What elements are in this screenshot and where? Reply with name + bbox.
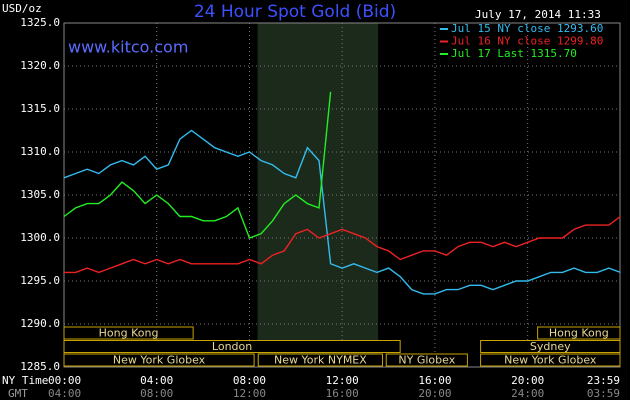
session-box [537,326,621,340]
chart-title: 24 Hour Spot Gold (Bid) [194,2,396,22]
x2-tick-label: 12:00 [233,387,266,400]
session-label: New York Globex [113,354,206,367]
session-label: Sydney [530,340,571,353]
watermark: www.kitco.com [68,38,188,57]
x2-tick-label: 08:00 [140,387,173,400]
y-tick-label: 1320.0 [20,59,60,72]
y-tick-label: 1285.0 [20,360,60,373]
session-box [480,353,621,367]
x-tick-label: 16:00 [418,374,451,387]
timestamp: July 17, 2014 11:33 [475,8,601,21]
x-tick-label: 08:00 [233,374,266,387]
legend-label: Jul 16 NY close 1299.80 [451,35,603,48]
x2-axis-label: GMT [8,387,28,400]
session-box [63,340,401,353]
legend-label: Jul 17 Last 1315.70 [451,47,577,60]
y-tick-label: 1310.0 [20,145,60,158]
session-label: NY Globex [398,354,455,367]
x-tick-label: 00:00 [48,374,81,387]
x2-tick-label: 20:00 [418,387,451,400]
x2-tick-label: 04:00 [48,387,81,400]
session-box [385,353,468,367]
x2-tick-label: 03:59 [587,387,620,400]
legend-label: Jul 15 NY close 1293.60 [451,22,603,35]
y-tick-label: 1325.0 [20,16,60,29]
x-tick-label: 04:00 [140,374,173,387]
series-line [64,215,621,274]
plot [63,22,621,368]
y-tick-label: 1290.0 [20,317,60,330]
session-label: Hong Kong [549,327,609,340]
x-axis-label: NY Time [2,374,48,387]
y-tick-label: 1300.0 [20,231,60,244]
highlight-band [257,23,379,367]
x-tick-label: 23:59 [587,374,620,387]
session-box [480,340,621,353]
session-box [63,353,255,367]
x2-tick-label: 24:00 [511,387,544,400]
x2-tick-label: 16:00 [326,387,359,400]
plot-frame [63,22,621,368]
session-box [63,326,194,340]
x-tick-label: 20:00 [511,374,544,387]
session-label: New York NYMEX [274,354,367,367]
session-label: New York Globex [504,354,597,367]
y-tick-label: 1305.0 [20,188,60,201]
session-label: Hong Kong [99,327,159,340]
session-box [257,353,384,367]
series-line [63,129,621,295]
y-tick-label: 1315.0 [20,102,60,115]
x-tick-label: 12:00 [326,374,359,387]
y-axis-label: USD/oz [2,2,42,15]
session-label: London [212,340,252,353]
y-tick-label: 1295.0 [20,274,60,287]
series-line [63,91,332,239]
